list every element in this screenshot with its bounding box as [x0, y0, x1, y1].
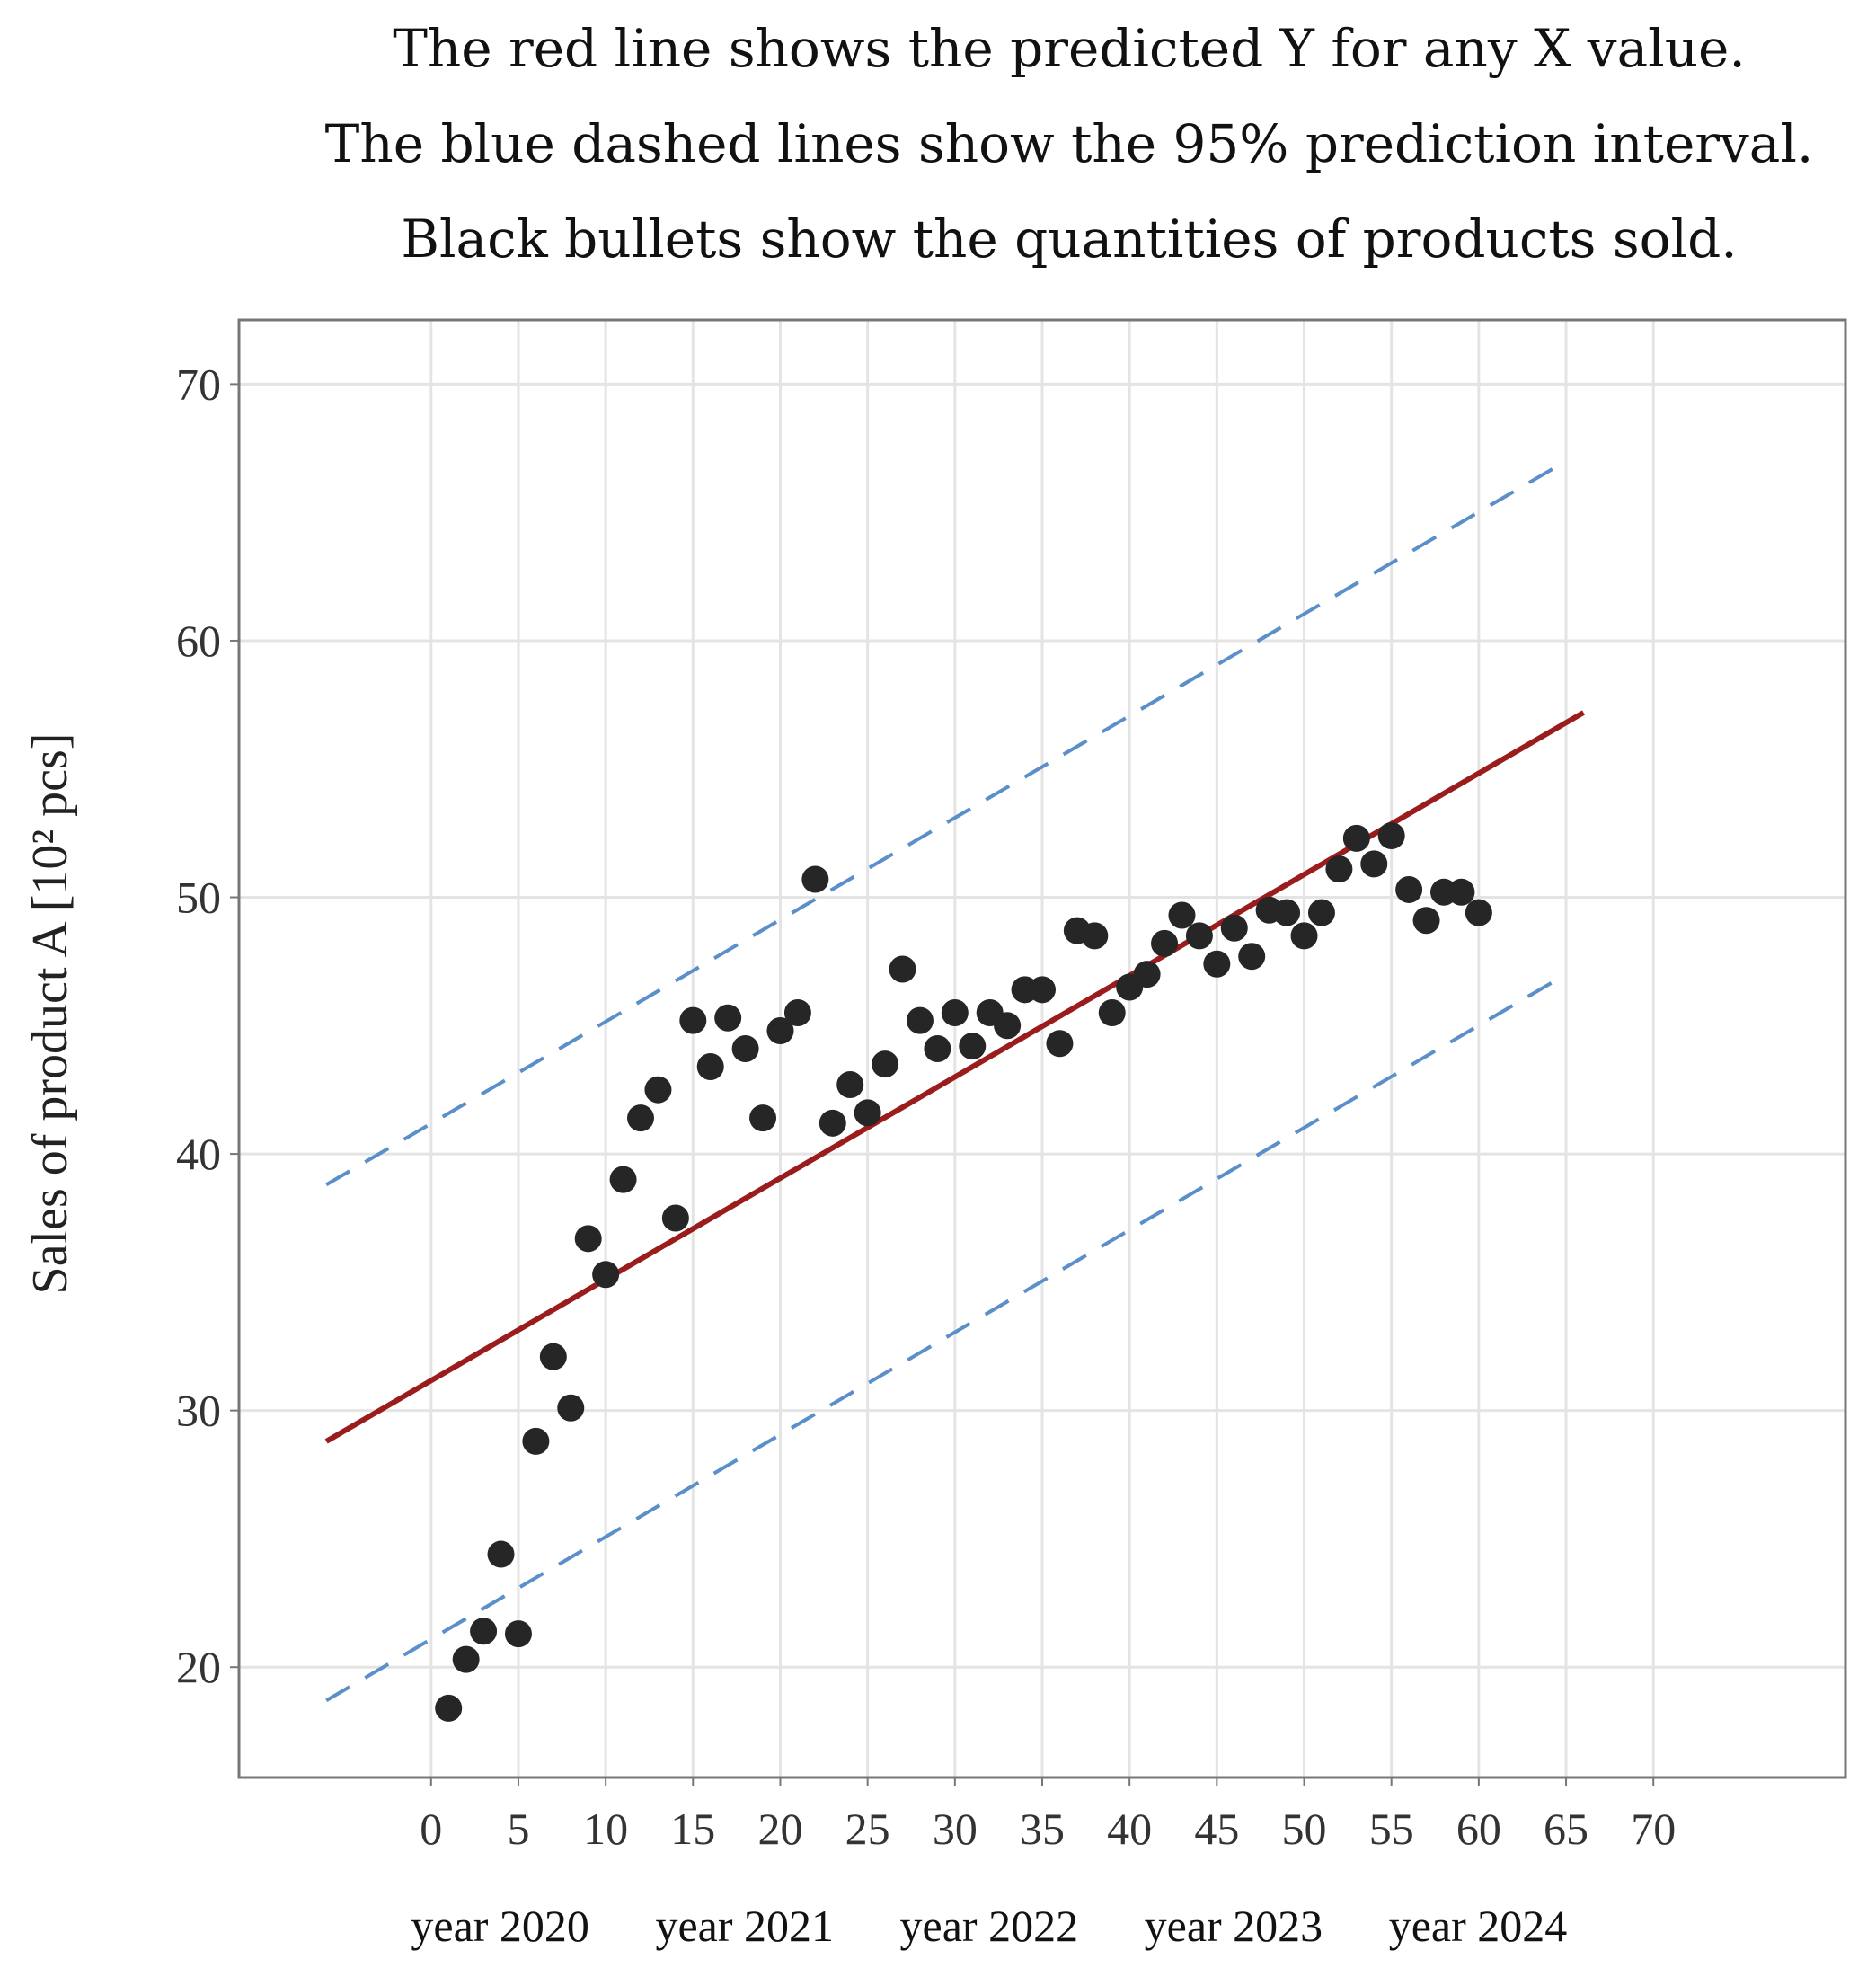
data-point-28 — [906, 1006, 934, 1034]
regression-line — [324, 710, 1585, 1444]
prediction-interval-lower-line — [325, 972, 1568, 1703]
data-point-30 — [941, 999, 969, 1027]
x-tick-label-50: 50 — [1282, 1804, 1327, 1854]
data-point-25 — [854, 1099, 881, 1127]
data-point-10 — [592, 1261, 620, 1289]
data-point-21 — [783, 999, 811, 1027]
data-point-54 — [1360, 850, 1388, 878]
y-tick-label-60: 60 — [176, 616, 221, 666]
year-label-1: year 2020 — [411, 1901, 589, 1951]
data-point-14 — [661, 1204, 689, 1232]
data-point-5 — [504, 1620, 532, 1648]
data-point-3 — [470, 1618, 498, 1645]
year-label-2: year 2021 — [655, 1901, 834, 1951]
data-point-12 — [627, 1104, 654, 1132]
data-point-50 — [1290, 922, 1318, 950]
x-tick-label-35: 35 — [1020, 1804, 1065, 1854]
x-tick-label-15: 15 — [670, 1804, 715, 1854]
data-point-47 — [1238, 943, 1266, 971]
year-label-3: year 2022 — [900, 1901, 1079, 1951]
grid-lines — [239, 320, 1845, 1777]
y-tick-label-70: 70 — [176, 359, 221, 409]
data-point-16 — [696, 1052, 724, 1080]
data-point-4 — [487, 1540, 515, 1568]
data-point-24 — [836, 1070, 864, 1098]
series-layer — [324, 459, 1585, 1703]
x-tick-label-25: 25 — [845, 1804, 890, 1854]
data-point-45 — [1203, 950, 1231, 978]
data-point-29 — [924, 1035, 951, 1062]
data-point-56 — [1395, 875, 1423, 903]
y-tick-label-20: 20 — [176, 1642, 221, 1692]
x-tick-label-10: 10 — [583, 1804, 628, 1854]
data-point-18 — [731, 1035, 759, 1062]
title-line-3: Black bullets show the quantities of pro… — [401, 208, 1737, 270]
data-point-19 — [749, 1104, 777, 1132]
x-tick-label-55: 55 — [1369, 1804, 1414, 1854]
data-point-38 — [1081, 922, 1109, 950]
data-point-43 — [1168, 901, 1196, 929]
x-tick-label-70: 70 — [1631, 1804, 1676, 1854]
data-point-36 — [1046, 1030, 1074, 1058]
data-point-23 — [819, 1109, 846, 1137]
title-line-2: The blue dashed lines show the 95% predi… — [325, 113, 1814, 174]
data-point-11 — [609, 1166, 637, 1193]
data-point-42 — [1151, 929, 1179, 957]
y-tick-label-40: 40 — [176, 1129, 221, 1179]
y-axis-label: Sales of product A [10² pcs] — [22, 733, 78, 1295]
data-point-6 — [522, 1427, 550, 1455]
data-point-27 — [889, 955, 916, 983]
data-point-46 — [1220, 914, 1248, 942]
data-points — [435, 821, 1492, 1722]
x-tick-label-5: 5 — [507, 1804, 529, 1854]
prediction-interval-upper-line — [325, 459, 1568, 1187]
year-labels: year 2020 year 2021 year 2022 year 2023 year… — [411, 1901, 1567, 1951]
data-point-52 — [1325, 855, 1353, 883]
axes: 0 5 10 15 20 25 30 35 40 45 50 55 60 65 70 20 30 40 50 60 70 — [176, 318, 1847, 1854]
data-point-26 — [872, 1050, 899, 1078]
data-point-1 — [435, 1694, 463, 1722]
data-point-51 — [1307, 899, 1335, 926]
data-point-15 — [679, 1006, 707, 1034]
x-tick-label-20: 20 — [757, 1804, 802, 1854]
data-point-39 — [1098, 999, 1126, 1027]
data-point-59 — [1447, 878, 1475, 906]
x-tick-label-65: 65 — [1544, 1804, 1588, 1854]
year-label-5: year 2024 — [1389, 1901, 1568, 1951]
data-point-35 — [1029, 976, 1056, 1004]
data-point-31 — [959, 1033, 987, 1060]
data-point-2 — [452, 1645, 480, 1673]
data-point-17 — [714, 1004, 742, 1032]
plot-frame — [237, 318, 1847, 1779]
data-point-41 — [1133, 961, 1161, 988]
data-point-33 — [994, 1012, 1022, 1040]
data-point-60 — [1465, 899, 1492, 926]
y-tick-label-50: 50 — [176, 873, 221, 923]
data-point-9 — [574, 1225, 602, 1253]
title-line-1: The red line shows the predicted Y for a… — [393, 18, 1746, 79]
data-point-7 — [539, 1343, 567, 1370]
y-tick-label-30: 30 — [176, 1386, 221, 1436]
chart-title: The red line shows the predicted Y for a… — [325, 18, 1814, 270]
x-tick-label-0: 0 — [420, 1804, 442, 1854]
x-tick-label-40: 40 — [1107, 1804, 1152, 1854]
x-tick-label-60: 60 — [1456, 1804, 1501, 1854]
data-point-13 — [644, 1076, 672, 1104]
x-tick-label-45: 45 — [1194, 1804, 1239, 1854]
data-point-53 — [1342, 824, 1370, 852]
data-point-44 — [1185, 922, 1213, 950]
data-point-20 — [766, 1017, 794, 1045]
data-point-49 — [1273, 899, 1301, 926]
year-label-4: year 2023 — [1145, 1901, 1323, 1951]
data-point-57 — [1412, 907, 1440, 935]
data-point-22 — [801, 865, 829, 893]
data-point-55 — [1377, 821, 1405, 849]
data-point-8 — [557, 1394, 585, 1422]
x-tick-label-30: 30 — [933, 1804, 978, 1854]
